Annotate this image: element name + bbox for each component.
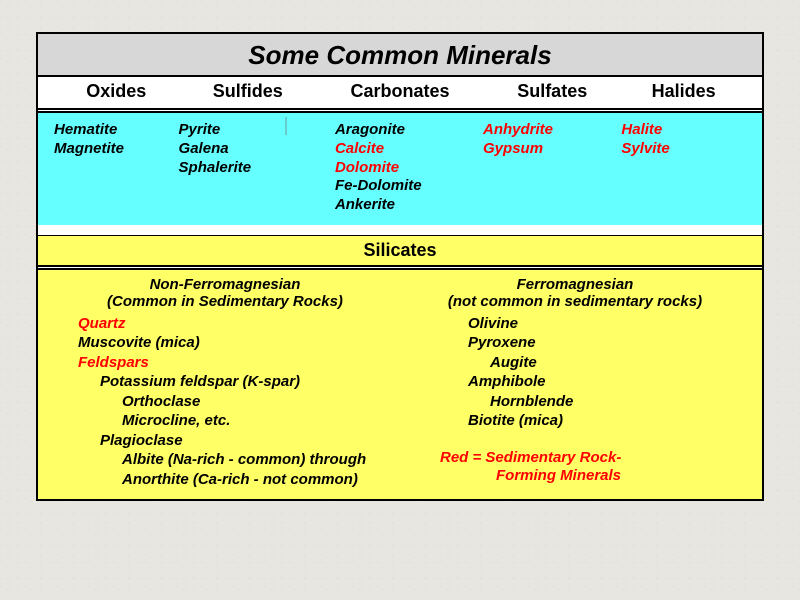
col-halides: HaliteSylvite (621, 121, 746, 215)
mineral-item: Muscovite (mica) (50, 333, 400, 353)
mineral-item: Microcline, etc. (50, 411, 400, 431)
col-sulfates: AnhydriteGypsum (483, 121, 621, 215)
mineral-item: Galena (179, 140, 317, 159)
hdr-halides: Halides (621, 81, 746, 102)
mineral-item: Feldspars (50, 353, 400, 373)
nonferro-sub1: Non-Ferromagnesian (150, 276, 301, 293)
nonferro-list: QuartzMuscovite (mica)FeldsparsPotassium… (50, 314, 400, 490)
top-headers-row: Oxides Sulfides Carbonates Sulfates Hali… (38, 77, 762, 110)
cyan-panel: HematiteMagnetite PyriteGalenaSphalerite… (38, 111, 762, 225)
col-oxides: HematiteMagnetite (54, 121, 179, 215)
mineral-item: Anorthite (Ca-rich - not common) (50, 470, 400, 490)
mineral-item: Fe-Dolomite (335, 177, 483, 196)
mineral-item: Hornblende (440, 392, 750, 412)
mineral-item: Gypsum (483, 140, 621, 159)
nonferro-sub2: (Common in Sedimentary Rocks) (107, 293, 343, 310)
hdr-oxides: Oxides (54, 81, 179, 102)
col-sulfides: PyriteGalenaSphalerite (179, 121, 317, 215)
hdr-carbonates: Carbonates (317, 81, 483, 102)
card-title: Some Common Minerals (38, 34, 762, 77)
legend-line2: Forming Minerals (440, 467, 621, 484)
ferro-sub2: (not common in sedimentary rocks) (448, 293, 702, 310)
mineral-item: Sphalerite (179, 159, 317, 178)
mineral-item: Plagioclase (50, 431, 400, 451)
mineral-item: Pyrite (179, 121, 317, 140)
ferro-sub1: Ferromagnesian (517, 276, 634, 293)
mineral-item: Magnetite (54, 140, 179, 159)
mineral-item: Potassium feldspar (K-spar) (50, 372, 400, 392)
mineral-item: Hematite (54, 121, 179, 140)
legend: Red = Sedimentary Rock- Forming Minerals (400, 449, 750, 485)
mineral-item: Halite (621, 121, 746, 140)
mineral-item: Augite (440, 353, 750, 373)
mineral-item: Amphibole (440, 372, 750, 392)
mineral-item: Calcite (335, 140, 483, 159)
decorative-separator (285, 117, 287, 135)
col-carbonates: AragoniteCalciteDolomiteFe-DolomiteAnker… (317, 121, 483, 215)
col-nonferro: Non-Ferromagnesian (Common in Sedimentar… (50, 276, 400, 490)
mineral-item: Albite (Na-rich - common) through (50, 450, 400, 470)
legend-line1: Red = Sedimentary Rock- (440, 449, 621, 466)
hdr-sulfides: Sulfides (179, 81, 317, 102)
mineral-item: Aragonite (335, 121, 483, 140)
mineral-item: Orthoclase (50, 392, 400, 412)
ferro-list: OlivinePyroxeneAugiteAmphiboleHornblende… (400, 314, 750, 431)
mineral-item: Sylvite (621, 140, 746, 159)
mineral-item: Anhydrite (483, 121, 621, 140)
hdr-sulfates: Sulfates (483, 81, 621, 102)
mineral-item: Quartz (50, 314, 400, 334)
silicates-header: Silicates (38, 235, 762, 267)
mineral-item: Pyroxene (440, 333, 750, 353)
col-ferro: Ferromagnesian (not common in sedimentar… (400, 276, 750, 490)
mineral-item: Biotite (mica) (440, 411, 750, 431)
mineral-item: Olivine (440, 314, 750, 334)
mineral-item: Dolomite (335, 159, 483, 178)
yellow-panel: Non-Ferromagnesian (Common in Sedimentar… (38, 268, 762, 500)
mineral-item: Ankerite (335, 196, 483, 215)
minerals-card: Some Common Minerals Oxides Sulfides Car… (36, 32, 764, 501)
